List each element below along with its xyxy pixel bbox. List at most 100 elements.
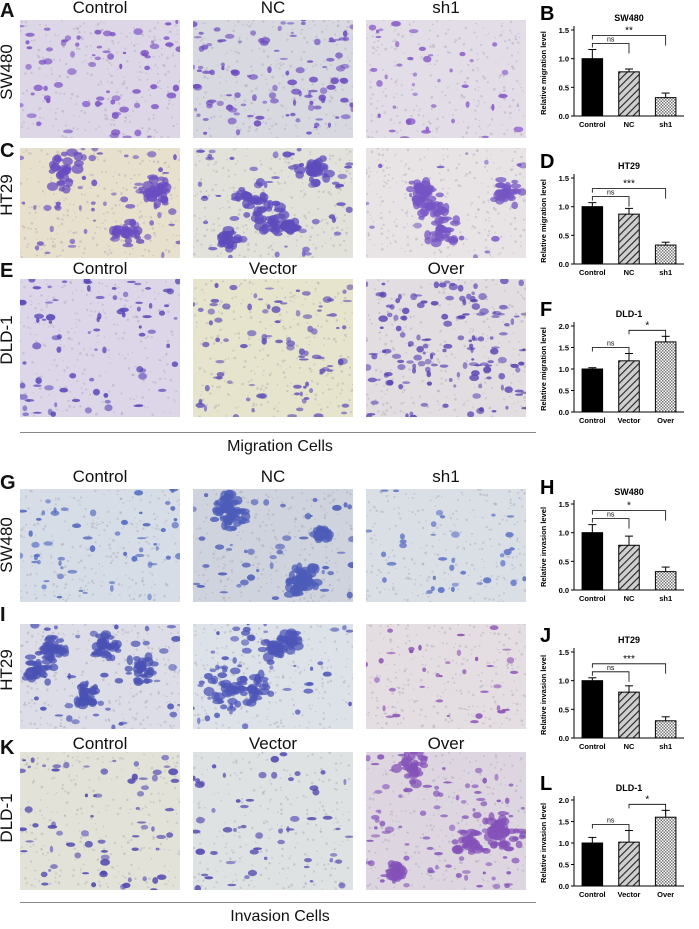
pore-dot [282,325,285,328]
pore-dot [482,332,485,336]
pore-dot [249,316,253,319]
pore-dot [518,552,521,555]
pore-dot [20,680,24,683]
stained-cell [262,100,268,104]
pore-dot [349,411,353,414]
pore-dot [495,577,498,581]
pore-dot [73,114,75,117]
pore-dot [306,322,309,324]
pore-dot [163,493,166,496]
pore-dot [344,207,346,209]
pore-dot [305,281,308,284]
pore-dot [291,28,294,31]
pore-dot [370,150,374,154]
pore-dot [68,594,71,597]
pore-dot [504,219,506,221]
stained-cell [422,343,429,349]
stained-cell [314,535,325,540]
pore-dot [438,303,442,307]
pore-dot [152,599,155,602]
pore-dot [20,339,22,343]
pore-dot [259,160,262,162]
pore-dot [58,152,61,155]
pore-dot [465,172,468,176]
pore-dot [95,335,98,337]
pore-dot [250,89,253,93]
pore-dot [284,157,286,160]
invasion-separator [20,902,536,903]
pore-dot [75,318,77,321]
pore-dot [393,64,396,68]
pore-dot [40,149,43,152]
pore-dot [301,78,304,81]
pore-dot [21,108,25,112]
pore-dot [35,230,38,234]
pore-dot [199,40,202,42]
pore-dot [467,219,469,221]
pore-dot [66,214,69,217]
stained-cell [175,20,179,24]
pore-dot [510,32,512,34]
stained-cell [518,361,525,366]
pore-dot [440,377,443,380]
pore-dot [271,248,274,251]
pore-dot [70,347,74,350]
stained-cell [492,42,498,47]
pore-dot [72,127,75,130]
stained-cell [342,325,347,330]
row-label-sw480: SW480 [0,517,16,573]
stained-cell [479,362,489,366]
stained-cell [430,521,437,528]
pore-dot [81,372,85,375]
pore-dot [164,582,168,586]
pore-dot [72,204,75,206]
pore-dot [197,60,200,62]
pore-dot [151,647,154,650]
pore-dot [104,108,108,112]
pore-dot [69,496,72,498]
pore-dot [106,253,110,256]
pore-dot [426,579,429,582]
cell-cluster [272,201,281,206]
pore-dot [202,664,205,667]
pore-dot [177,631,180,634]
stained-cell [424,358,432,365]
pore-dot [242,299,244,301]
pore-dot [476,149,479,152]
pore-dot [42,117,45,120]
pore-dot [150,494,153,497]
pore-dot [131,716,134,719]
pore-dot [175,24,177,27]
pore-dot [152,135,155,138]
pore-dot [471,201,474,204]
pore-dot [201,38,204,41]
stained-cell [138,674,147,677]
pore-dot [387,229,390,232]
pore-dot [91,174,95,177]
pore-dot [511,568,514,570]
pore-dot [294,344,297,346]
pore-dot [94,541,97,544]
stained-cell [134,490,144,496]
pore-dot [514,240,517,243]
pore-dot [139,593,142,597]
pore-dot [429,123,432,125]
pore-dot [335,43,338,46]
pore-dot [264,327,267,330]
pore-dot [177,178,180,181]
pore-dot [301,492,304,495]
pore-dot [170,632,173,635]
pore-dot [98,629,100,631]
pore-dot [250,49,253,52]
pore-dot [337,578,340,582]
pore-dot [516,540,519,542]
pore-dot [176,682,179,684]
pore-dot [321,667,324,670]
pore-dot [303,527,305,529]
pore-dot [71,695,74,698]
cell-cluster [424,237,432,245]
pore-dot [132,247,134,250]
pore-dot [429,45,432,48]
stained-cell [465,101,470,108]
stained-cell [451,118,455,124]
